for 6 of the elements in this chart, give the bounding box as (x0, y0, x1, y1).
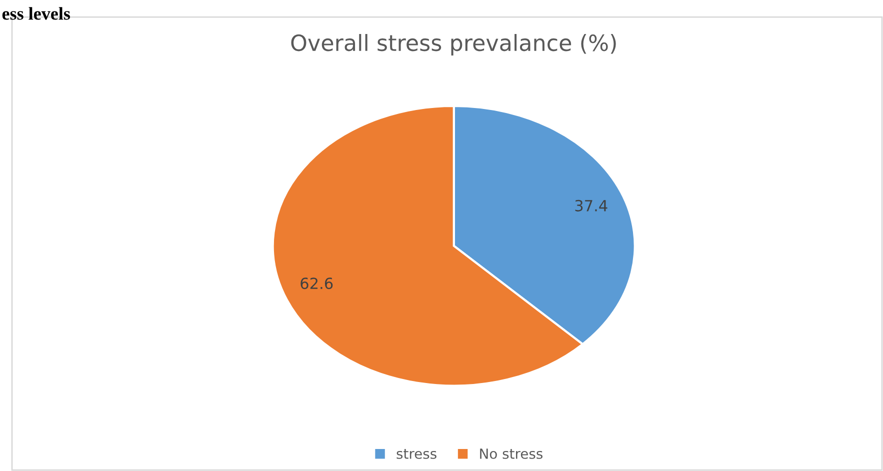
data-label: 62.6 (300, 278, 333, 290)
chart-title: Overall stress prevalance (%) (291, 34, 616, 56)
text: ess levels (2, 7, 70, 20)
data-label: 37.4 (575, 200, 608, 212)
legend-label: No stress (480, 448, 542, 459)
legend-label: stress (396, 448, 436, 459)
